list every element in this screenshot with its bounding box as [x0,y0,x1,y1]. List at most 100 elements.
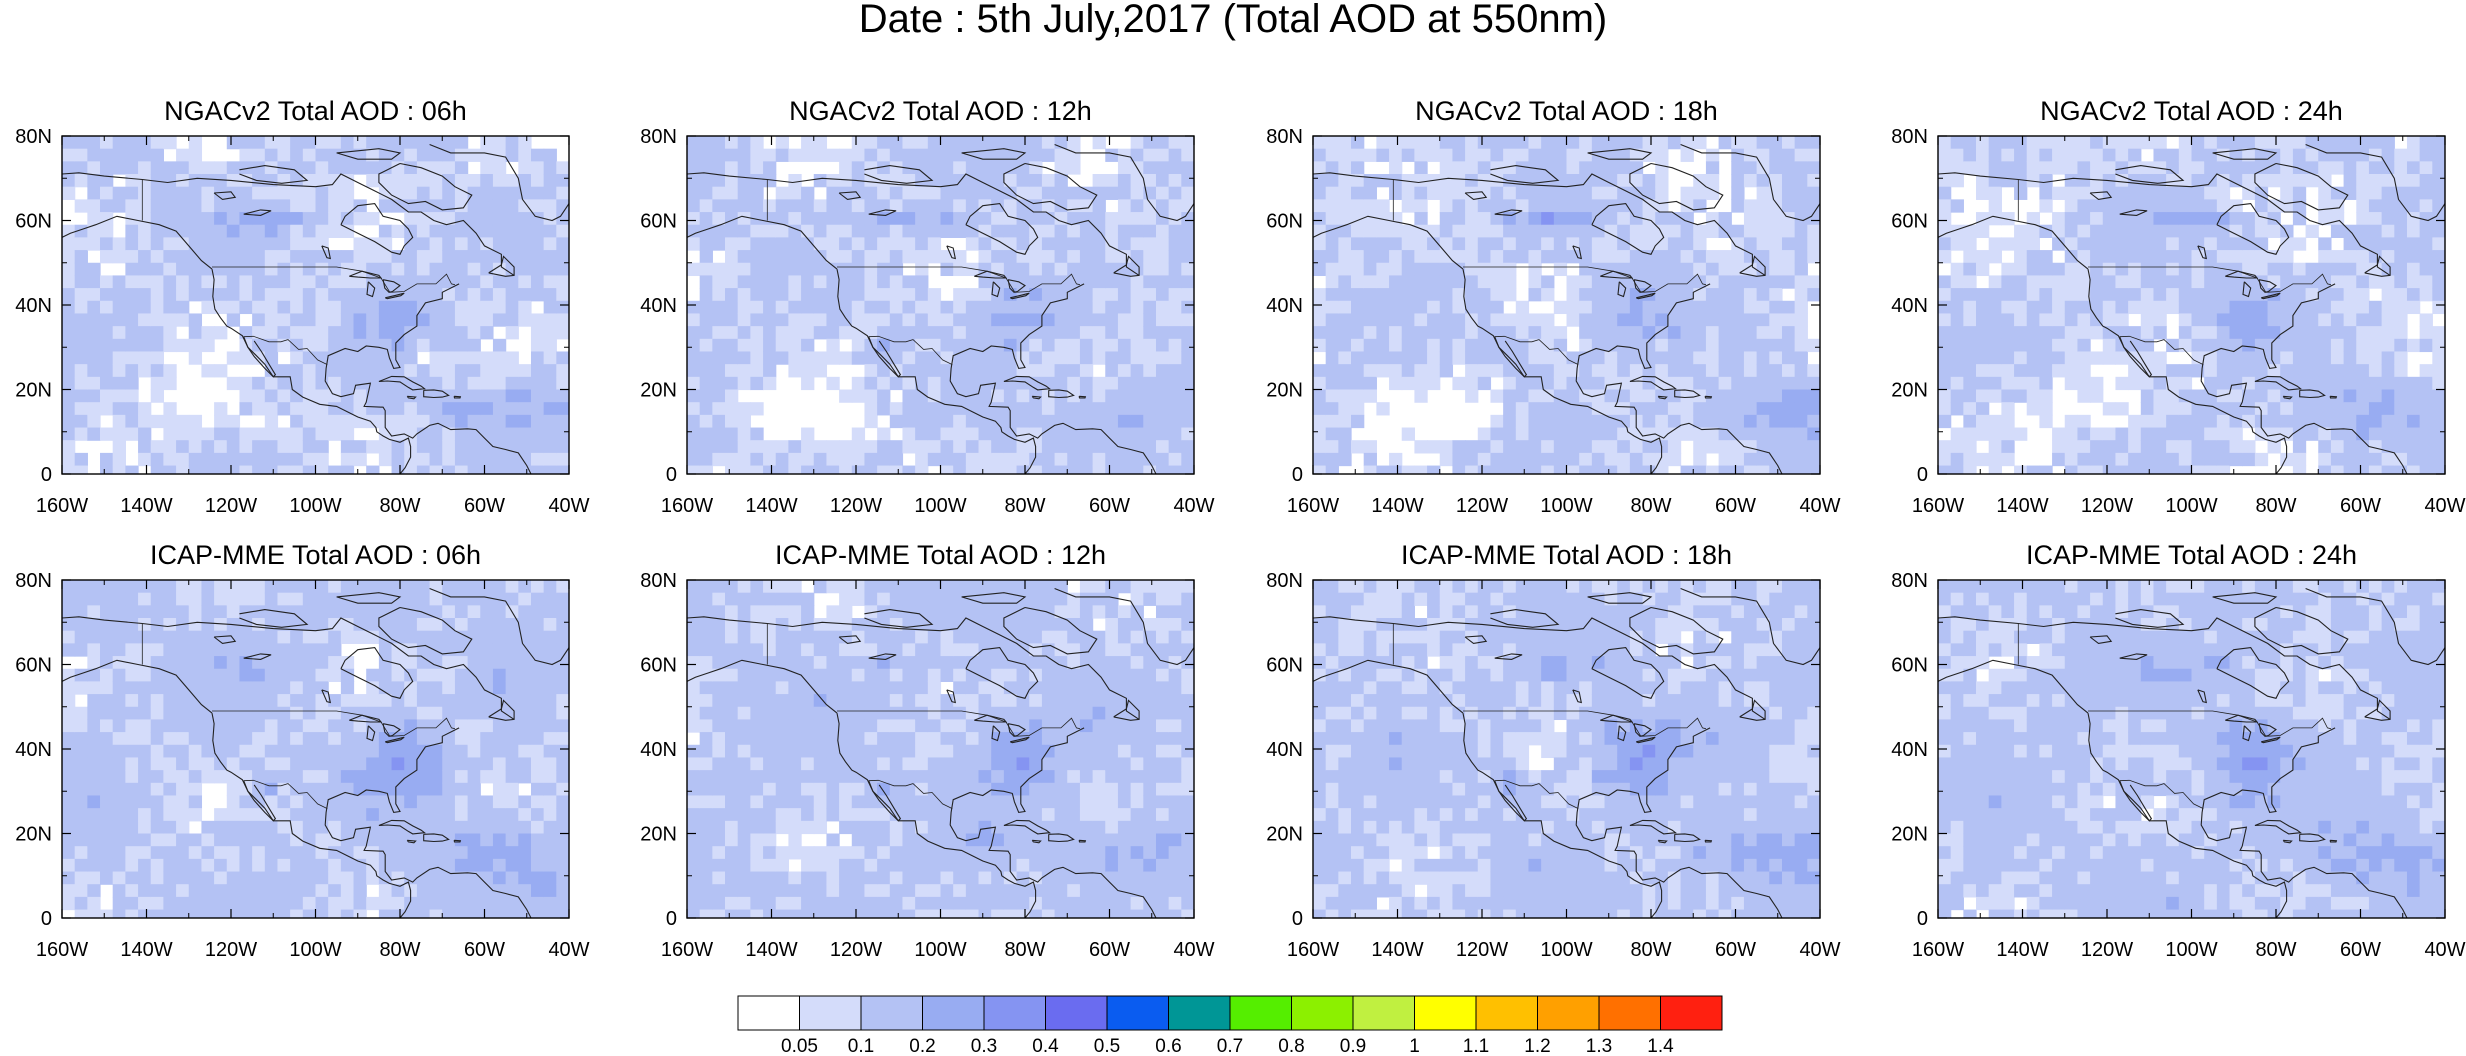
lat-tick-label: 60N [1266,655,1303,677]
colorbar-label: 0.8 [1278,1036,1304,1056]
lon-tick-label: 120W [2081,939,2133,961]
lat-tick-label: 20N [1266,380,1303,402]
lon-tick-label: 140W [1371,495,1423,517]
lon-tick-label: 40W [1799,939,1840,961]
lat-tick-label: 40N [640,739,677,761]
colorbar-swatch [860,995,923,1031]
lon-tick-label: 120W [830,939,882,961]
lon-tick-label: 80W [2255,939,2296,961]
lon-tick-label: 100W [914,939,966,961]
lon-tick-label: 160W [1287,495,1339,517]
lat-tick-label: 80N [640,126,677,148]
lat-tick-label: 80N [1891,126,1928,148]
colorbar-label: 1.2 [1524,1036,1550,1056]
colorbar-swatch [1045,995,1108,1031]
lon-tick-label: 140W [745,495,797,517]
colorbar-swatch [1598,995,1661,1031]
coastlines [1938,587,2445,918]
coastlines [1938,143,2445,474]
lon-tick-label: 100W [289,939,341,961]
lat-tick-label: 60N [1266,211,1303,233]
lat-tick-label: 40N [1891,295,1928,317]
panel-grid: NGACv2 Total AOD : 06h 160W 140W 120W 100W 80… [15,96,2465,961]
panel-title: ICAP-MME Total AOD : 06h [150,540,481,570]
lon-tick-label: 40W [1173,495,1214,517]
aod-field [1938,136,2445,474]
lat-tick-label: 40N [1266,739,1303,761]
lat-tick-label: 60N [640,211,677,233]
coastlines [1313,143,1820,474]
map-panel: ICAP-MME Total AOD : 12h 160W 140W 120W 100W… [640,540,1214,961]
lon-tick-label: 160W [36,939,88,961]
lat-tick-label: 20N [640,380,677,402]
lat-tick-label: 80N [15,126,52,148]
colorbar-label: 0.7 [1217,1036,1243,1056]
lon-tick-label: 120W [830,495,882,517]
lat-tick-label: 20N [1891,824,1928,846]
lon-tick-label: 100W [1540,495,1592,517]
colorbar-label: 0.5 [1094,1036,1120,1056]
coastlines [687,587,1194,918]
lat-tick-label: 40N [640,295,677,317]
colorbar-swatch [1414,995,1477,1031]
aod-field [62,580,569,918]
lat-tick-label: 40N [1266,295,1303,317]
lat-tick-label: 80N [1266,126,1303,148]
map-panel: ICAP-MME Total AOD : 18h 160W 140W 120W 100W… [1266,540,1840,961]
lat-tick-label: 40N [1891,739,1928,761]
lat-tick-label: 0 [41,908,52,930]
aod-field [1313,580,1820,918]
colorbar-label: 1.3 [1586,1036,1612,1056]
lon-tick-label: 40W [1799,495,1840,517]
colorbar-swatch [1168,995,1231,1031]
lon-tick-label: 140W [120,495,172,517]
colorbar-label: 0.2 [909,1036,935,1056]
colorbar-label: 0.6 [1155,1036,1181,1056]
coastlines [62,587,569,918]
panel-title: NGACv2 Total AOD : 12h [789,96,1092,126]
lon-tick-label: 60W [1715,939,1756,961]
lon-tick-label: 120W [1456,939,1508,961]
panel-title: NGACv2 Total AOD : 06h [164,96,467,126]
panel-title: ICAP-MME Total AOD : 18h [1401,540,1732,570]
lon-tick-label: 140W [1371,939,1423,961]
panel-title: ICAP-MME Total AOD : 12h [775,540,1106,570]
aod-field [687,136,1194,474]
colorbar-swatch [1537,995,1600,1031]
lon-tick-label: 60W [464,939,505,961]
colorbar-swatch [1352,995,1415,1031]
figure-title: Date : 5th July,2017 (Total AOD at 550nm… [859,0,1608,41]
colorbar-label: 0.3 [971,1036,997,1056]
colorbar-swatch [983,995,1046,1031]
lat-tick-label: 20N [15,824,52,846]
lon-tick-label: 80W [379,495,420,517]
lon-tick-label: 40W [548,939,589,961]
lon-tick-label: 160W [1912,495,1964,517]
map-panel: NGACv2 Total AOD : 12h 160W 140W 120W 100W 80… [640,96,1214,517]
lon-tick-label: 60W [2340,495,2381,517]
lon-tick-label: 140W [1996,939,2048,961]
lon-tick-label: 120W [205,495,257,517]
lon-tick-label: 40W [1173,939,1214,961]
coastlines [62,143,569,474]
lon-tick-label: 140W [1996,495,2048,517]
lon-tick-label: 100W [1540,939,1592,961]
colorbar-label: 1.4 [1647,1036,1674,1056]
map-panel: NGACv2 Total AOD : 24h 160W 140W 120W 100W 80… [1891,96,2465,517]
lat-tick-label: 60N [1891,655,1928,677]
colorbar-label: 1.1 [1463,1036,1489,1056]
colorbar-swatch [737,995,800,1031]
lon-tick-label: 40W [2424,939,2465,961]
lon-tick-label: 100W [289,495,341,517]
lat-tick-label: 40N [15,739,52,761]
aod-field [687,580,1194,918]
lon-tick-label: 60W [464,495,505,517]
map-panel: NGACv2 Total AOD : 06h 160W 140W 120W 100W 80… [15,96,589,517]
lon-tick-label: 160W [1912,939,1964,961]
lat-tick-label: 20N [640,824,677,846]
colorbar-swatch [1106,995,1169,1031]
colorbar-swatch [799,995,862,1031]
colorbar-label: 0.4 [1032,1036,1059,1056]
lon-tick-label: 80W [1630,939,1671,961]
lat-tick-label: 40N [15,295,52,317]
